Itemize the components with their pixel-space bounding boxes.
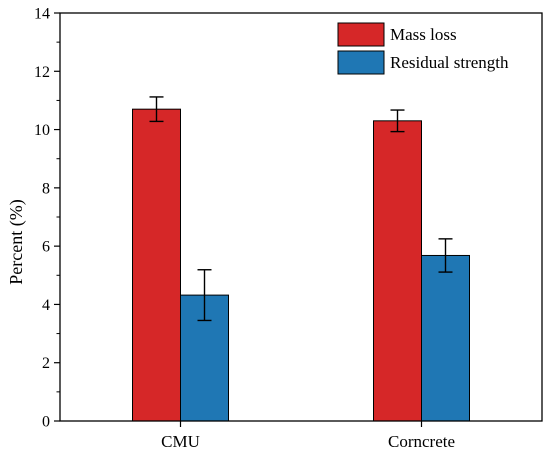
x-tick-label-corncrete: Corncrete: [388, 432, 455, 451]
legend-swatch: [337, 22, 385, 47]
legend-label: Residual strength: [390, 53, 509, 72]
legend-swatch: [337, 50, 385, 75]
y-axis-title: Percent (%): [6, 199, 27, 284]
error-bar-1-1: [438, 238, 453, 273]
legend-entry-residual-strength: Residual strength: [337, 50, 509, 75]
y-tick-label: 12: [34, 64, 50, 81]
legend-entry-mass-loss: Mass loss: [337, 22, 457, 47]
error-bars-layer: [149, 96, 453, 322]
error-bar-0-0: [149, 96, 164, 123]
legend-label: Mass loss: [390, 25, 457, 44]
y-tick-label: 4: [42, 297, 50, 314]
y-tick-label: 6: [42, 239, 50, 256]
y-tick-label: 10: [34, 122, 50, 139]
bars-layer: [132, 108, 470, 422]
y-tick-label: 2: [42, 355, 50, 372]
error-bar-1-0: [197, 269, 212, 322]
bar-mass-loss-1: [373, 120, 422, 422]
x-tick-label-cmu: CMU: [161, 432, 200, 451]
y-tick-label: 14: [34, 6, 50, 23]
legend: Mass loss Residual strength: [337, 22, 509, 75]
y-tick-label: 8: [42, 180, 50, 197]
y-tick-label: 0: [42, 414, 50, 431]
bar-residual-strength-1: [421, 254, 470, 422]
error-bar-0-1: [390, 109, 405, 133]
bar-mass-loss-0: [132, 108, 181, 422]
axis-ticks: 0 2 4 6 8 10 12 14 CMU Corncrete: [34, 6, 455, 452]
